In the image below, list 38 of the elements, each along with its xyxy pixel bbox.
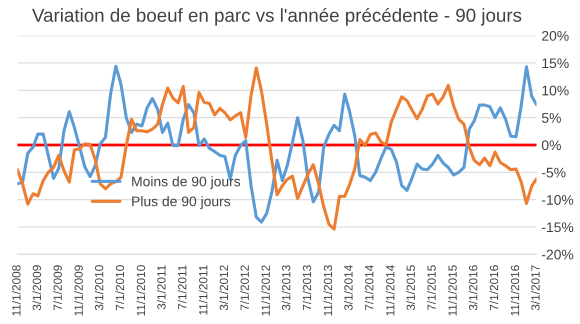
x-tick-label: 11/1/2016 xyxy=(510,265,520,316)
legend-label: Moins de 90 jours xyxy=(132,176,240,190)
y-tick-label: -20% xyxy=(542,250,574,260)
x-tick-label: 11/1/2013 xyxy=(323,265,332,316)
x-tick-label: 7/1/2014 xyxy=(364,265,374,310)
x-tick-label: 3/1/2009 xyxy=(32,265,42,310)
x-tick-label: 7/1/2009 xyxy=(53,265,62,310)
x-tick-label: 3/1/2014 xyxy=(344,265,353,310)
x-tick-label: 11/1/2008 xyxy=(12,265,21,316)
y-tick-label: 10% xyxy=(542,86,569,96)
y-tick-label: -15% xyxy=(542,222,574,232)
x-tick-label: 11/1/2014 xyxy=(386,265,394,316)
x-tick-label: 3/1/2010 xyxy=(94,265,104,310)
y-tick-label: -5% xyxy=(542,168,566,178)
y-tick-label: -10% xyxy=(542,195,574,205)
x-tick-label: 3/1/2012 xyxy=(219,265,228,310)
x-tick-label: 11/1/2012 xyxy=(261,265,270,316)
x-tick-label: 7/1/2011 xyxy=(178,265,186,310)
x-tick-label: 7/1/2013 xyxy=(302,265,312,310)
chart-title: Variation de boeuf en parc vs l'année précédente - 90 jours xyxy=(32,8,522,26)
y-tick-label: 5% xyxy=(542,113,561,123)
x-tick-label: 11/1/2010 xyxy=(136,265,146,316)
x-tick-label: 3/1/2017 xyxy=(530,265,540,310)
x-tick-label: 11/1/2011 xyxy=(198,265,208,315)
x-tick-label: 3/1/2013 xyxy=(282,265,290,310)
x-tick-label: 7/1/2010 xyxy=(115,265,124,310)
x-tick-label: 3/1/2015 xyxy=(406,265,415,310)
x-tick-label: 3/1/2011 xyxy=(156,265,166,310)
y-tick-label: 0% xyxy=(542,140,561,150)
x-tick-label: 11/1/2009 xyxy=(74,265,83,316)
x-tick-label: 11/1/2015 xyxy=(448,265,457,316)
x-tick-label: 7/1/2016 xyxy=(490,265,498,310)
y-tick-label: 20% xyxy=(542,30,569,41)
legend-label: Plus de 90 jours xyxy=(132,196,230,210)
x-tick-label: 7/1/2012 xyxy=(240,265,249,310)
y-tick-label: 15% xyxy=(542,58,569,68)
x-tick-label: 7/1/2015 xyxy=(427,265,436,310)
x-tick-label: 3/1/2016 xyxy=(468,265,478,310)
